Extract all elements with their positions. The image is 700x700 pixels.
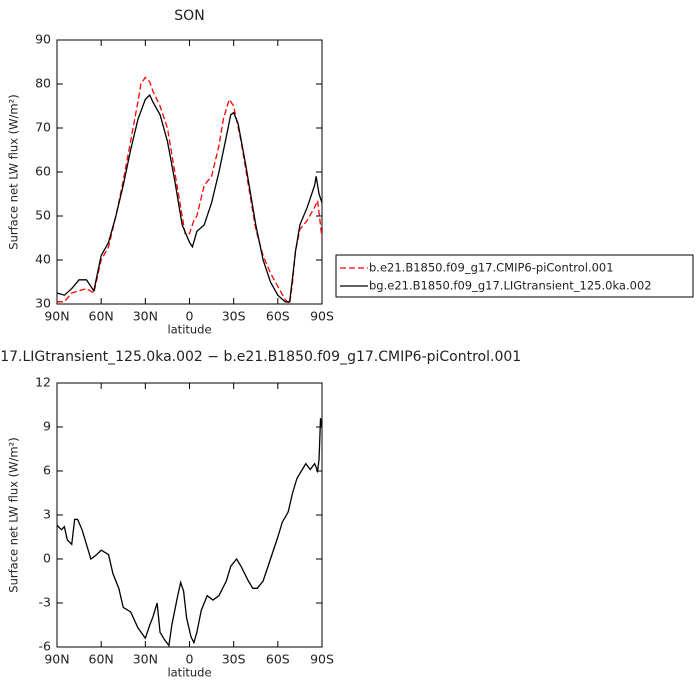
plot-frame: [56, 39, 323, 305]
x-tick-label: 0: [186, 309, 194, 324]
y-tick-label: -6: [39, 639, 52, 654]
x-tick-label: 30N: [133, 652, 158, 667]
y-tick-label: 3: [43, 507, 51, 522]
legend-label: bg.e21.B1850.f09_g17.LIGtransient_125.0k…: [369, 279, 652, 293]
y-tick-label: 9: [43, 419, 51, 434]
x-tick-label: 90N: [44, 652, 69, 667]
x-tick-label: 90S: [310, 652, 334, 667]
x-tick-label: 30S: [222, 309, 246, 324]
y-tick-label: 50: [35, 208, 51, 223]
x-tick-label: 0: [186, 652, 194, 667]
chart-title: bg.e21.B1850.f09_g17.LIGtransient_125.0k…: [0, 349, 521, 365]
y-tick-label: 40: [35, 252, 51, 267]
legend-label: b.e21.B1850.f09_g17.CMIP6-piControl.001: [369, 261, 614, 275]
data-line: [57, 76, 323, 306]
data-line: [56, 418, 323, 648]
y-tick-label: 70: [35, 120, 51, 135]
x-tick-label: 60N: [89, 309, 114, 324]
y-tick-label: 6: [43, 463, 51, 478]
y-axis-label: Surface net LW flux (W/m²): [7, 437, 21, 592]
plot-frame: [56, 382, 323, 648]
y-tick-label: -3: [39, 595, 51, 610]
data-line: [56, 93, 323, 303]
legend-box: [335, 254, 694, 298]
x-tick-label: 30S: [222, 652, 246, 667]
y-tick-label: 80: [35, 76, 51, 91]
x-axis-label: latitude: [167, 666, 211, 680]
x-tick-label: 60S: [266, 309, 290, 324]
x-tick-label: 90S: [310, 309, 334, 324]
y-axis-label: Surface net LW flux (W/m²): [7, 94, 21, 249]
x-tick-label: 60N: [89, 652, 114, 667]
y-tick-label: 30: [35, 296, 51, 311]
x-axis-label: latitude: [167, 323, 211, 337]
y-tick-label: 90: [35, 32, 51, 47]
y-tick-label: 0: [43, 551, 51, 566]
x-tick-label: 90N: [44, 309, 69, 324]
x-tick-label: 30N: [133, 309, 158, 324]
x-tick-label: 60S: [266, 652, 290, 667]
y-tick-label: 60: [35, 164, 51, 179]
y-tick-label: 12: [35, 375, 51, 390]
chart-title: SON: [174, 8, 204, 24]
